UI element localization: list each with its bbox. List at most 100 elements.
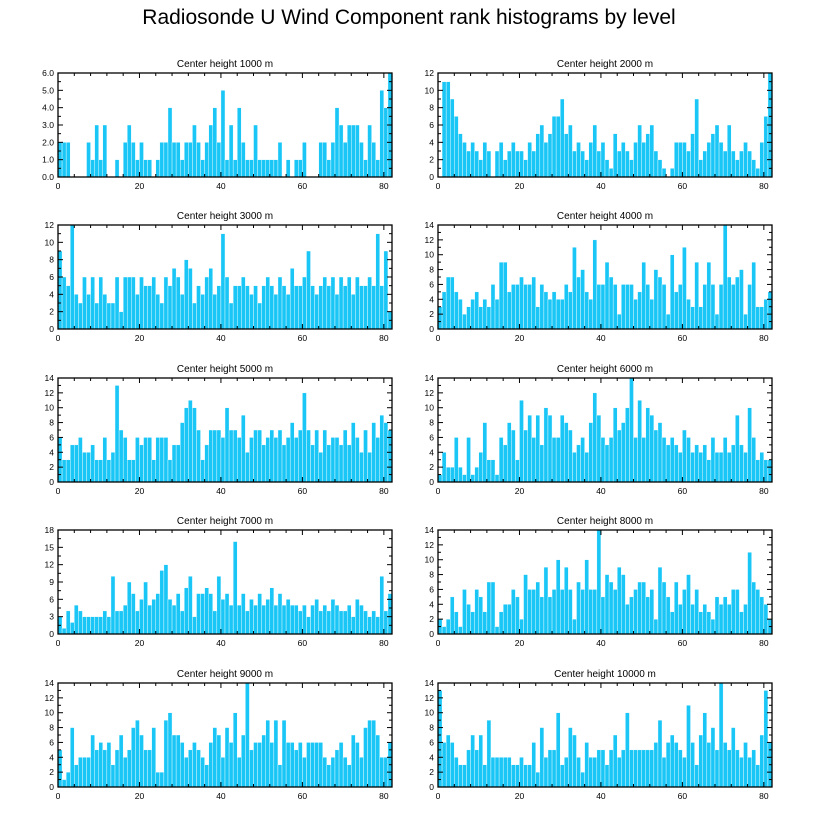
histogram-bar	[167, 712, 173, 788]
x-tick-label: 20	[135, 181, 145, 191]
histogram-bar	[674, 142, 679, 178]
histogram-bar	[94, 459, 99, 483]
histogram-bar	[363, 159, 368, 178]
histogram-bar	[355, 437, 360, 483]
histogram-bar	[470, 474, 475, 483]
histogram-bar	[171, 444, 177, 483]
histogram-bar	[306, 616, 311, 635]
y-tick-label: 15	[45, 542, 55, 552]
x-tick-label: 60	[298, 333, 308, 343]
histogram-bar	[690, 133, 695, 178]
x-tick-label: 60	[298, 791, 308, 801]
histogram-bar	[661, 581, 667, 635]
histogram-bar	[458, 764, 463, 788]
histogram-bar	[188, 268, 193, 330]
histogram-bar	[82, 276, 87, 330]
histogram-bar	[273, 294, 279, 330]
histogram-bar	[212, 727, 218, 788]
histogram-bar	[755, 459, 760, 483]
histogram-bar	[200, 459, 205, 483]
histogram-bar	[726, 124, 732, 178]
y-tick-label: 3	[49, 612, 54, 622]
histogram-bar	[355, 742, 360, 788]
histogram-bar	[478, 452, 484, 483]
histogram-bar	[462, 313, 467, 330]
histogram-bar	[535, 133, 541, 178]
histogram-bar	[686, 437, 691, 483]
histogram-bar	[653, 429, 659, 483]
y-tick-label: 4.0	[42, 103, 54, 113]
histogram-bar	[322, 604, 328, 635]
histogram-bar	[486, 719, 492, 788]
histogram-bar	[281, 285, 287, 330]
histogram-bar	[739, 269, 744, 330]
histogram-bar	[580, 437, 585, 483]
histogram-bar	[751, 749, 756, 788]
histogram-bar	[143, 749, 148, 788]
histogram-bar	[306, 429, 311, 483]
histogram-bar	[359, 285, 364, 330]
histogram-bar	[249, 749, 254, 788]
x-tick-label: 20	[515, 791, 525, 801]
histogram-bar	[527, 764, 532, 788]
y-tick-label: 10	[45, 237, 55, 247]
histogram-bar	[686, 574, 691, 635]
histogram-bar	[694, 98, 699, 178]
histogram-bar	[759, 596, 765, 635]
histogram-bar	[498, 611, 504, 635]
histogram-bar	[143, 437, 148, 483]
histogram-bar	[458, 626, 463, 635]
histogram-bar	[494, 474, 500, 483]
histogram-bar	[139, 142, 144, 178]
histogram-bar	[478, 596, 484, 635]
histogram-bar	[555, 116, 561, 178]
y-tick-label: 4	[429, 599, 434, 609]
histogram-bar	[237, 285, 242, 330]
histogram-bar	[167, 599, 173, 635]
histogram-bar	[82, 452, 87, 483]
histogram-bar	[564, 757, 569, 788]
y-tick-label: 14	[425, 220, 435, 230]
histogram-bar	[261, 159, 266, 178]
x-tick-label: 40	[596, 181, 606, 191]
histogram-bar	[334, 437, 340, 483]
y-tick-label: 2	[49, 307, 54, 317]
histogram-bar	[114, 276, 120, 330]
histogram-bar	[580, 771, 585, 788]
histogram-bar	[669, 611, 675, 635]
histogram-bar	[722, 150, 728, 178]
histogram-bar	[515, 596, 520, 635]
histogram-bar	[224, 593, 230, 635]
histogram-bar	[342, 610, 348, 635]
histogram-bar	[674, 581, 679, 635]
histogram-bar	[466, 749, 471, 788]
x-tick-label: 80	[759, 333, 769, 343]
histogram-bar	[314, 599, 319, 635]
x-tick-label: 0	[56, 791, 61, 801]
x-tick-label: 80	[379, 638, 389, 648]
histogram-bar	[114, 610, 120, 635]
histogram-bar	[722, 224, 728, 330]
histogram-bar	[285, 742, 291, 788]
histogram-bar	[90, 159, 95, 178]
y-tick-label: 12	[425, 388, 435, 398]
histogram-bar	[298, 610, 303, 635]
histogram-bar	[212, 610, 218, 635]
histogram-bar	[454, 757, 459, 788]
histogram-bar	[216, 429, 222, 483]
x-tick-label: 20	[135, 486, 145, 496]
histogram-bar	[515, 764, 520, 788]
histogram-bar	[731, 284, 736, 330]
histogram-bar	[710, 284, 716, 330]
histogram-bar	[94, 124, 99, 178]
histogram-bar	[204, 764, 209, 788]
histogram-bar	[507, 604, 512, 635]
histogram-bar	[649, 124, 655, 178]
y-tick-label: 10	[425, 85, 435, 95]
histogram-bar	[212, 429, 218, 483]
histogram-bar	[747, 757, 752, 788]
histogram-bar	[682, 589, 687, 635]
histogram-bar	[478, 306, 484, 330]
histogram-bar	[678, 452, 683, 483]
histogram-panel: Center height 7000 m 0 20 40 60 80 0 3 6 9 12 15 18	[45, 516, 393, 648]
